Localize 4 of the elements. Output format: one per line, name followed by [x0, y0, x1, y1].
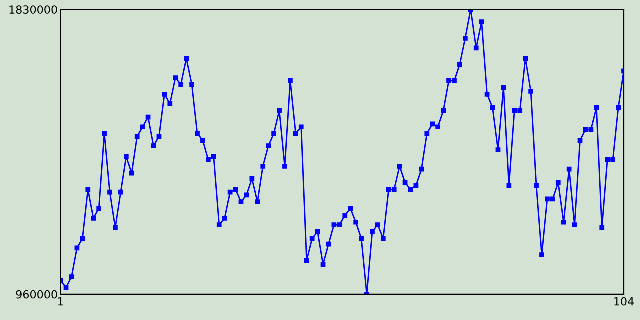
x-tick-label: 1 [58, 298, 64, 306]
y-tick-label: 960000 [16, 290, 58, 299]
x-tick-label: 104 [614, 297, 634, 306]
y-tick-label: 1830000 [10, 6, 58, 14]
